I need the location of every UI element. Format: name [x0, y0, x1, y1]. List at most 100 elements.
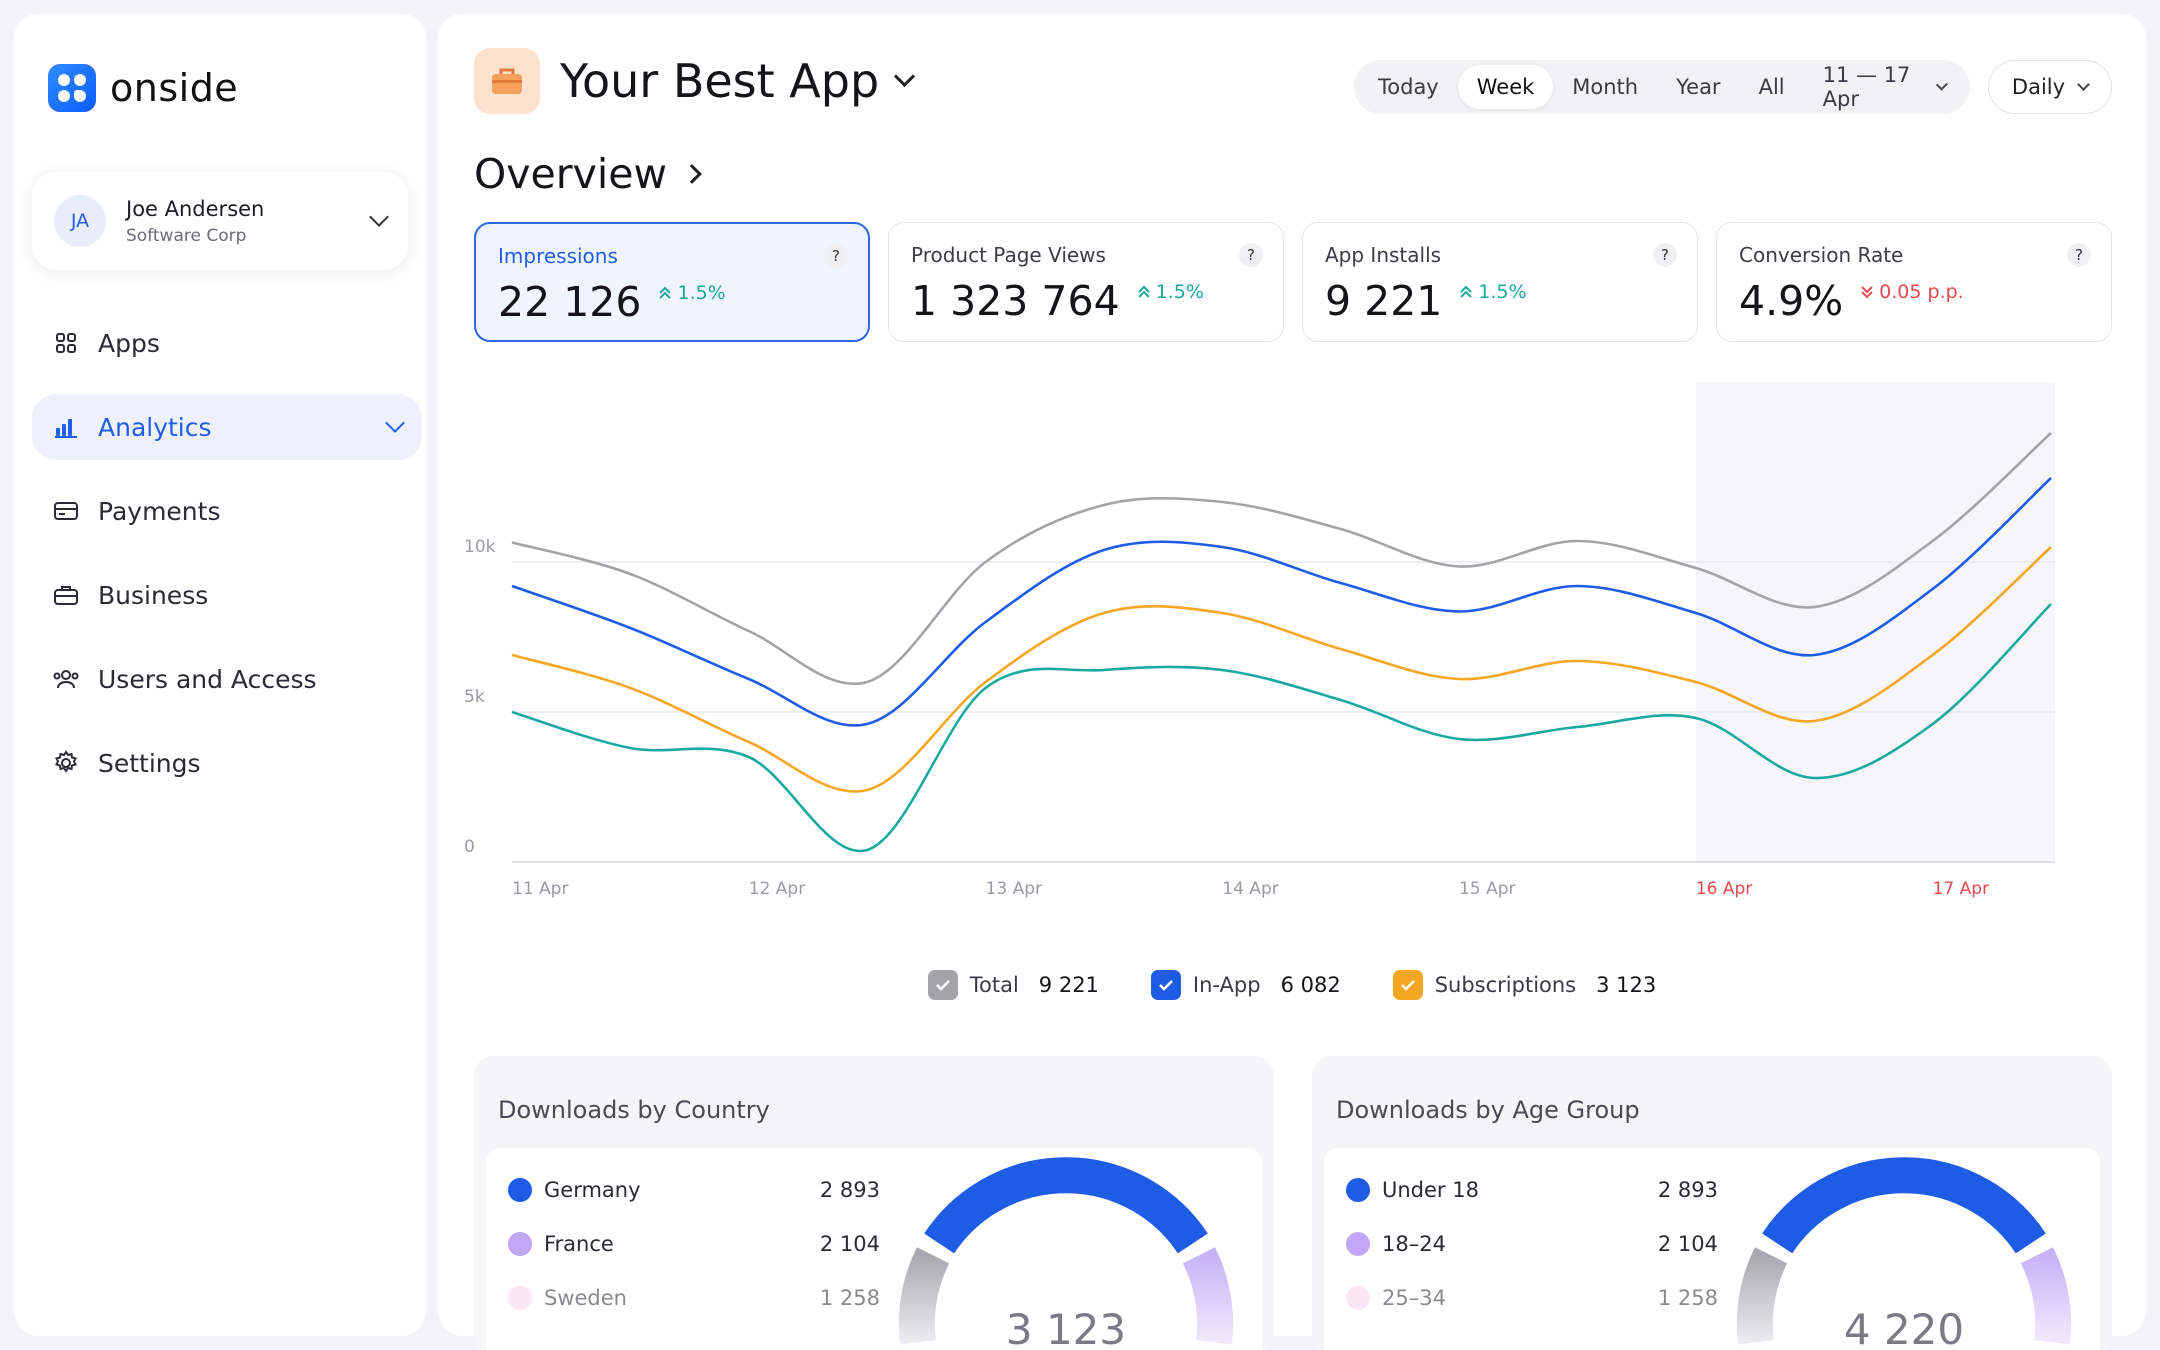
apps-grid-icon [52, 329, 80, 357]
kpi-cards: Impressions ? 22 126 1.5% Product Page V… [474, 222, 2112, 342]
y-tick-label: 10k [464, 537, 496, 557]
line-chart-svg: 0 5k 10k 11 Apr 12 Apr 13 Apr 14 Apr 15 Apr 16 A… [464, 382, 2055, 899]
legend-value: 9 221 [1038, 973, 1099, 997]
kpi-delta-value: 0.05 p.p. [1879, 281, 1964, 303]
users-icon [52, 665, 80, 693]
sidebar-item-apps[interactable]: Apps [32, 310, 422, 376]
sidebar-item-analytics[interactable]: Analytics [32, 394, 422, 460]
list-item: Germany 2 893 [508, 1178, 880, 1202]
x-tick-label: 12 Apr [749, 879, 805, 899]
legend-item-total[interactable]: Total 9 221 [927, 970, 1099, 1000]
kpi-card-conversion-rate[interactable]: Conversion Rate ? 4.9% 0.05 p.p. [1716, 222, 2112, 342]
help-icon[interactable]: ? [1239, 243, 1263, 267]
panel-title: Downloads by Country [498, 1096, 770, 1124]
row-value: 1 258 [819, 1286, 880, 1310]
overview-title: Overview [474, 150, 668, 198]
kpi-delta-value: 1.5% [1155, 281, 1204, 303]
kpi-value: 9 221 [1325, 277, 1443, 325]
sidebar-item-label: Settings [98, 748, 201, 778]
kpi-label: App Installs [1325, 243, 1442, 267]
sidebar-item-business[interactable]: Business [32, 562, 422, 628]
user-company: Software Corp [126, 225, 247, 246]
sidebar-item-label: Users and Access [98, 664, 317, 694]
user-switcher[interactable]: JA Joe Andersen Software Corp [32, 172, 408, 270]
briefcase-icon [52, 581, 80, 609]
sidebar-item-payments[interactable]: Payments [32, 478, 422, 544]
x-tick-label: 15 Apr [1459, 879, 1515, 899]
checkbox-checked-icon[interactable] [927, 970, 958, 1000]
period-today-button[interactable]: Today [1378, 75, 1439, 99]
legend-value: 6 082 [1280, 973, 1341, 997]
panel-title: Downloads by Age Group [1336, 1096, 1640, 1124]
row-label: Sweden [544, 1286, 627, 1310]
user-name: Joe Andersen [126, 196, 265, 221]
sidebar: onside JA Joe Andersen Software Corp App… [14, 14, 426, 1336]
panel-body: Under 18 2 893 18–24 2 104 25–34 1 258 [1324, 1148, 2100, 1350]
x-tick-label: 13 Apr [986, 879, 1042, 899]
list-item: Under 18 2 893 [1346, 1178, 1718, 1202]
checkbox-checked-icon[interactable] [1150, 970, 1181, 1000]
help-icon[interactable]: ? [824, 244, 848, 268]
period-month-button[interactable]: Month [1572, 75, 1639, 99]
row-label: France [544, 1232, 614, 1256]
date-range-label: 11 — 17 Apr [1822, 63, 1911, 111]
gauge-total: 4 220 [1844, 1305, 1964, 1350]
double-chevron-up-icon [659, 286, 672, 299]
gauge-segment-purple [2020, 1247, 2072, 1345]
legend-item-in-app[interactable]: In-App 6 082 [1150, 970, 1341, 1000]
legend-label: In-App [1192, 973, 1261, 997]
row-label: Under 18 [1382, 1178, 1479, 1202]
sidebar-nav: Apps Analytics Payments Business User [32, 310, 422, 814]
period-year-button[interactable]: Year [1676, 75, 1721, 99]
panel-body: Germany 2 893 France 2 104 Sweden 1 258 [486, 1148, 1262, 1350]
list-item: 18–24 2 104 [1346, 1232, 1718, 1256]
x-tick-label: 14 Apr [1222, 879, 1278, 899]
overview-link[interactable]: Overview [474, 150, 702, 198]
double-chevron-up-icon [1460, 285, 1473, 298]
app-title: Your Best App [560, 54, 880, 108]
kpi-card-product-page-views[interactable]: Product Page Views ? 1 323 764 1.5% [888, 222, 1284, 342]
row-label: 18–24 [1382, 1232, 1446, 1256]
date-range-dropdown[interactable]: 11 — 17 Apr [1804, 63, 1965, 111]
checkbox-checked-icon[interactable] [1392, 970, 1423, 1000]
series-line-in-app [511, 477, 2052, 727]
chart-legend: Total 9 221 In-App 6 082 Subscriptions 3… [438, 970, 2146, 1000]
downloads-by-country-panel: Downloads by Country Germany 2 893 Franc… [474, 1056, 1274, 1350]
series-dot-icon [508, 1286, 532, 1310]
x-tick-label: 16 Apr [1696, 879, 1752, 899]
chevron-down-icon [1936, 78, 1949, 91]
granularity-label: Daily [2011, 75, 2066, 99]
gauge-segment-grey [1736, 1247, 1788, 1345]
row-value: 2 104 [819, 1232, 880, 1256]
y-tick-label: 0 [464, 837, 475, 857]
kpi-delta-value: 1.5% [677, 282, 726, 304]
app-selector[interactable]: Your Best App [474, 48, 916, 114]
granularity-dropdown[interactable]: Daily [1988, 60, 2112, 114]
sidebar-item-users-and-access[interactable]: Users and Access [32, 646, 422, 712]
help-icon[interactable]: ? [2067, 243, 2091, 267]
chevron-down-icon [894, 65, 916, 87]
kpi-delta-value: 1.5% [1478, 281, 1527, 303]
series-dot-icon [1346, 1286, 1370, 1310]
series-line-series-3 [511, 603, 2052, 853]
sidebar-item-label: Payments [98, 496, 221, 526]
kpi-card-impressions[interactable]: Impressions ? 22 126 1.5% [474, 222, 870, 342]
kpi-label: Conversion Rate [1739, 243, 1904, 267]
period-week-button[interactable]: Week [1457, 65, 1554, 109]
x-tick-label: 11 Apr [512, 879, 568, 899]
donut-gauge: 4 220 [1736, 1157, 2072, 1350]
list-item: 25–34 1 258 [1346, 1286, 1718, 1310]
gauge-segment-purple [1182, 1247, 1234, 1345]
kpi-card-app-installs[interactable]: App Installs ? 9 221 1.5% [1302, 222, 1698, 342]
chevron-down-icon [2077, 78, 2090, 91]
chevron-down-icon [385, 413, 405, 433]
gauge-total: 3 123 [1006, 1305, 1126, 1350]
sidebar-item-settings[interactable]: Settings [32, 730, 422, 796]
downloads-by-age-panel: Downloads by Age Group Under 18 2 893 18… [1312, 1056, 2112, 1350]
help-icon[interactable]: ? [1653, 243, 1677, 267]
kpi-delta: 1.5% [1136, 281, 1204, 303]
legend-item-subscriptions[interactable]: Subscriptions 3 123 [1392, 970, 1656, 1000]
period-all-button[interactable]: All [1758, 75, 1785, 99]
brand-logo[interactable]: onside [48, 64, 238, 112]
brand-name: onside [110, 66, 239, 110]
